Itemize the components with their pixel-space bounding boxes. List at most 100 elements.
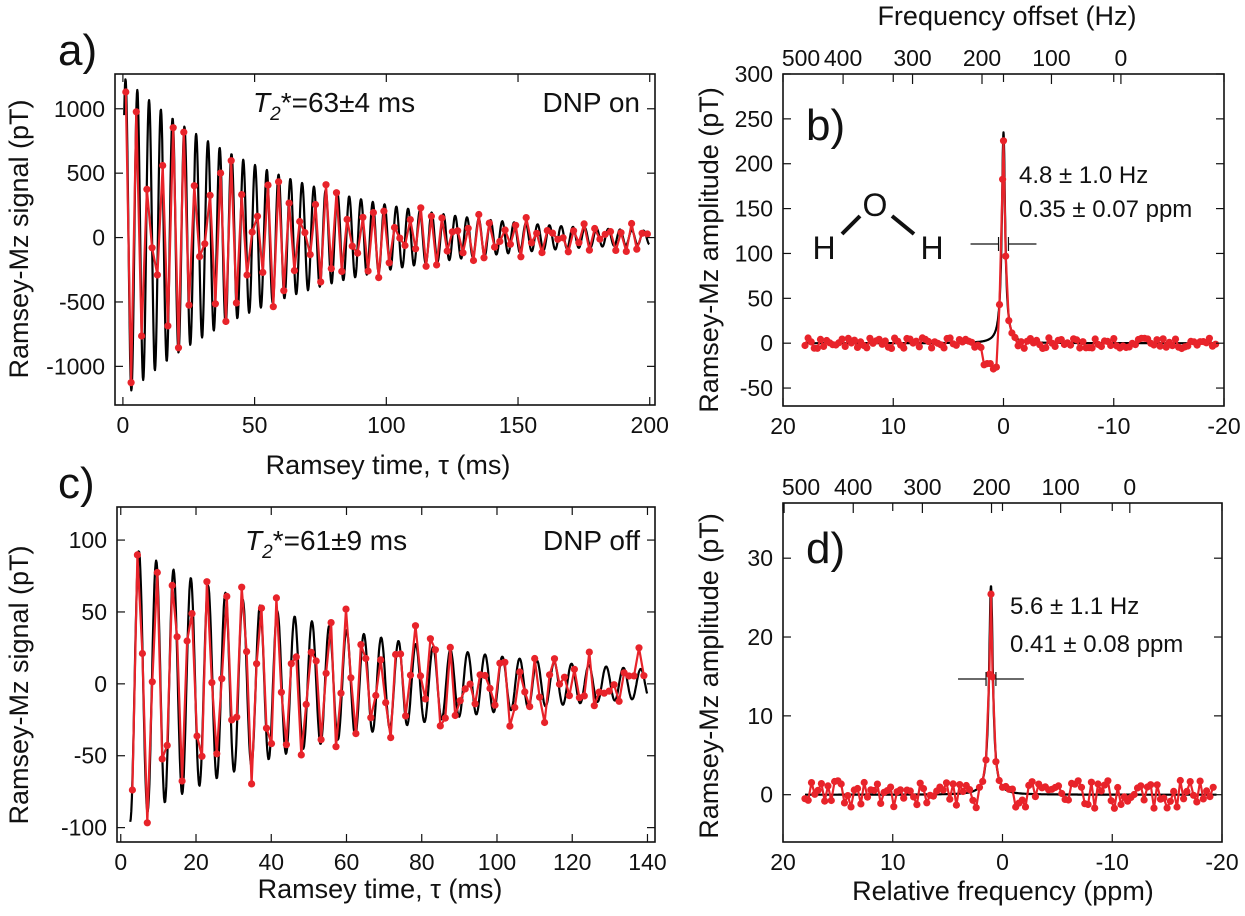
panel-d-data-point [913,801,921,809]
panel-c-data-point [168,581,176,590]
panel-a-data-point [185,301,193,309]
panel-b-data-point [1110,335,1118,343]
panel-d-data-point [1058,789,1066,798]
panel-c-data-point [223,592,231,601]
panel-a-data-point [301,229,309,237]
panel-c-data-point [248,780,256,788]
panel-d-data-point [1094,780,1102,788]
panel-b-y-tick-label: 0 [760,330,773,356]
panel-a-data-point [533,229,541,237]
panel-c-data-point [198,752,206,760]
panel-d-data-point [860,778,868,787]
panel-c-data-point [382,699,390,707]
panel-d-data-point [966,786,974,794]
panel-b-linewidth-hz: 4.8 ± 1.0 Hz [1019,162,1148,189]
panel-d-data-point [949,780,957,788]
panel-a-data-point [427,212,435,220]
panel-d-data-point [1117,800,1125,809]
panel-a-data-point [217,169,225,177]
panel-c-data-point [536,693,544,701]
panel-c-data-point [546,671,554,679]
panel-c-data-point [481,671,489,680]
panel-c-data-point [550,655,559,663]
panel-a-plot-content [122,78,652,392]
panel-a-data-point [628,219,636,228]
panel-d-data-point [959,787,967,796]
panel-d-data-point [1018,796,1026,804]
panel-c-data-point [292,653,300,661]
panel-b-y-tick-label: 300 [735,61,773,87]
panel-d-data-point [1180,795,1188,803]
panel-c-data-point [402,712,410,720]
panel-d-data-point [972,804,980,812]
panel-a-data-point [527,239,536,247]
panel-d-data-point [1147,781,1155,789]
panel-a-data-point [148,244,156,252]
panel-d-data-point [857,800,865,808]
panel-b-data-point [995,301,1004,309]
panel-c-data-point [282,741,290,749]
panel-a-y-tick-label: -1000 [46,353,105,379]
panel-d-top-tick-label: 0 [1123,474,1136,500]
panel-c-data-point [158,755,166,763]
panel-d-data-point [1150,804,1158,812]
panel-d-data-point [1097,787,1105,795]
panel-a-data-point [412,245,420,253]
panel-d-data-point [979,777,987,786]
panel-d-data-point [1008,785,1017,793]
panel-d-data-point [896,786,905,794]
panel-b-data-point [1005,317,1013,325]
panel-d-data-line [804,593,1215,810]
panel-d-data-point [989,673,997,681]
panel-d-data-point [1209,783,1217,791]
panel-c-data-point [451,711,459,720]
panel-c-data-point [640,672,648,680]
panel-c-x-tick-label: 80 [409,849,435,875]
panel-c-data-point [243,648,251,656]
panel-a-data-point [122,88,130,96]
panel-c-t2-annotation: T2*=61±9 ms [245,525,407,563]
panel-b-data-point [1156,342,1164,350]
panel-b-data-point [881,337,889,345]
panel-b-x-tick-label: 10 [880,413,906,439]
panel-b-data-point [1042,344,1050,352]
panel-a-x-axis-title: Ramsey time, τ (ms) [266,450,511,480]
panel-d-data-point [1074,777,1082,785]
panel-d-data-point [1203,787,1211,795]
panel-a-data-point [496,237,504,245]
panel-b-data-point [924,337,933,346]
panel-d-data-point [1163,804,1171,812]
panel-a-y-axis-title: Ramsey-Mz signal (pT) [4,99,34,378]
panel-d-data-point [887,783,895,791]
panel-d-data-point [817,780,826,788]
panel-d-data-point [992,758,1000,766]
panel-c-plot-content [128,550,649,827]
panel-c-data-point [521,688,529,696]
panel-c-data-point [148,678,156,686]
panel-a-data-point [290,267,298,275]
panel-a-data-point [354,249,362,257]
panel-c-data-point [565,692,574,700]
panel-c-data-point [188,610,196,618]
panel-d-data-point [942,779,951,787]
panel-c-data-point [411,622,420,630]
panel-d-data-point [1160,794,1168,802]
panel-d-data-point [956,781,964,789]
panel-d-data-point [919,785,928,793]
panel-b-data-point [1045,334,1053,342]
panel-b-data-point [1091,335,1099,343]
panel-c-data-point [322,669,330,677]
panel-c-data-point [332,743,340,751]
panel-a-data-point [306,251,314,259]
panel-a-data-point [248,228,256,236]
panel-a-data-point [359,213,367,221]
panel-b-data-point [900,344,908,352]
panel-c-data-point [203,578,211,586]
panel-c-data-point [590,702,598,710]
panel-d-data-point [847,803,855,811]
panel-d-data-point [854,784,862,793]
panel-a-data-point [201,240,209,248]
panel-b-data-point [853,343,862,351]
panel-c-data-line [131,553,645,824]
